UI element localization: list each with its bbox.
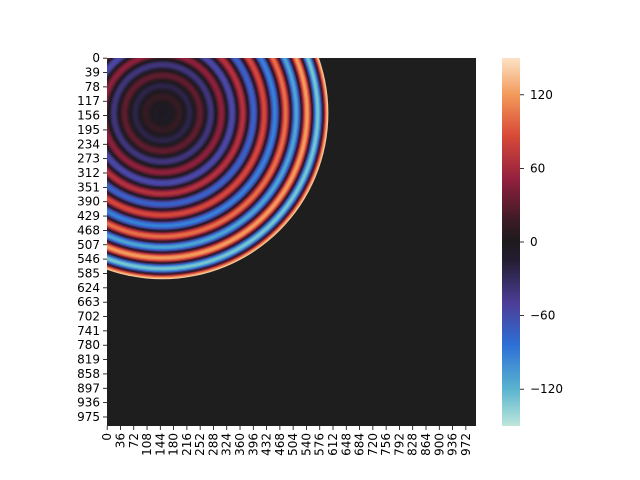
heatmap-rings (107, 58, 329, 280)
x-tick-label: 468 (273, 433, 287, 456)
x-tick-label: 792 (392, 433, 406, 456)
x-tick-label: 828 (406, 433, 420, 456)
x-tick-label: 540 (299, 433, 313, 456)
x-tick-label: 504 (286, 433, 300, 456)
x-axis: 0 36 72 108 144 180 216 252 288 324 360 396 432 468 50… (100, 426, 473, 456)
x-tick-label: 576 (313, 433, 327, 456)
y-tick-label: 975 (77, 410, 100, 424)
y-tick-label: 741 (77, 324, 100, 338)
y-tick-label: 546 (77, 252, 100, 266)
x-tick-label: 144 (153, 433, 167, 456)
x-tick-label: 900 (432, 433, 446, 456)
colorbar-tick-label: 60 (530, 161, 545, 175)
x-tick-label: 396 (246, 433, 260, 456)
y-tick-label: 0 (92, 51, 100, 65)
heatmap-area (107, 58, 476, 426)
y-tick-label: 39 (85, 66, 100, 80)
x-tick-label: 108 (140, 433, 154, 456)
x-tick-label: 972 (459, 433, 473, 456)
y-tick-label: 819 (77, 353, 100, 367)
x-tick-label: 756 (379, 433, 393, 456)
x-tick-label: 684 (353, 433, 367, 456)
y-tick-label: 780 (77, 338, 100, 352)
y-tick-label: 429 (77, 209, 100, 223)
colorbar (502, 58, 520, 426)
y-tick-label: 936 (77, 396, 100, 410)
y-tick-label: 117 (77, 94, 100, 108)
y-tick-label: 195 (77, 123, 100, 137)
y-tick-label: 702 (77, 310, 100, 324)
x-tick-label: 324 (220, 433, 234, 456)
y-tick-label: 468 (77, 223, 100, 237)
y-tick-label: 624 (77, 281, 100, 295)
x-tick-label: 720 (366, 433, 380, 456)
y-tick-label: 351 (77, 180, 100, 194)
x-tick-label: 612 (326, 433, 340, 456)
y-tick-label: 156 (77, 109, 100, 123)
x-tick-label: 252 (193, 433, 207, 456)
x-tick-label: 936 (446, 433, 460, 456)
x-tick-label: 216 (180, 433, 194, 456)
y-tick-label: 390 (77, 195, 100, 209)
x-tick-label: 864 (419, 433, 433, 456)
y-tick-label: 663 (77, 295, 100, 309)
x-tick-label: 648 (339, 433, 353, 456)
colorbar-tick-label: 0 (530, 235, 538, 249)
x-tick-label: 288 (206, 433, 220, 456)
y-tick-label: 507 (77, 238, 100, 252)
ring-149 (161, 112, 164, 115)
y-axis: 0397811715619523427331235139042946850754… (77, 51, 107, 424)
x-tick-label: 0 (100, 433, 114, 441)
x-tick-label: 180 (167, 433, 181, 456)
y-tick-label: 585 (77, 266, 100, 280)
colorbar-axis: −120 −60 0 60 120 (520, 88, 563, 396)
colorbar-tick-label: −120 (530, 382, 563, 396)
colorbar-tick-label: −60 (530, 309, 555, 323)
y-tick-label: 858 (77, 367, 100, 381)
x-tick-label: 36 (113, 433, 127, 448)
x-tick-label: 72 (127, 433, 141, 448)
x-tick-label: 360 (233, 433, 247, 456)
colorbar-tick-label: 120 (530, 88, 553, 102)
y-tick-label: 234 (77, 137, 100, 151)
y-tick-label: 312 (77, 166, 100, 180)
y-tick-label: 273 (77, 152, 100, 166)
x-tick-label: 432 (260, 433, 274, 456)
y-tick-label: 78 (85, 80, 100, 94)
y-tick-label: 897 (77, 381, 100, 395)
